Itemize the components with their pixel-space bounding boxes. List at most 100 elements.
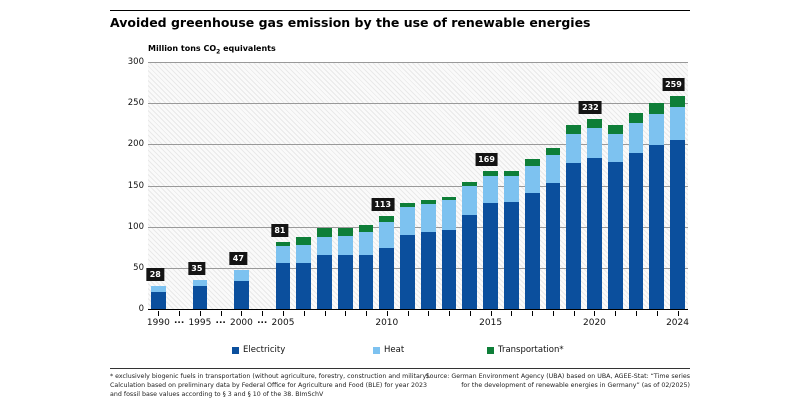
stacked-bar-2023 (649, 103, 665, 309)
stacked-bar-2009 (358, 225, 374, 309)
y-tick-label-300: 300 (127, 57, 144, 67)
electricity-segment (670, 140, 685, 309)
heat-segment (234, 270, 249, 282)
bar-group-2006 (293, 62, 314, 316)
gap-ellipsis: ... (215, 316, 226, 326)
stacked-bar-1995 (192, 280, 208, 309)
electricity-segment (587, 157, 602, 309)
x-axis-tick (220, 311, 222, 316)
heat-segment (545, 155, 561, 184)
x-tick-label-1995: 1995 (188, 318, 212, 328)
stacked-bar-2016 (504, 170, 519, 309)
x-axis-tick (677, 311, 679, 316)
y-tick-label-100: 100 (127, 221, 144, 232)
x-tick-label-2010: 2010 (375, 318, 399, 328)
transportation-segment (379, 215, 395, 222)
stacked-bar-2024 (670, 95, 685, 309)
heat-segment (607, 133, 623, 162)
heat-segment (400, 206, 415, 235)
footnote-line: and fossil base values according to § 3 … (110, 391, 324, 399)
electricity-segment (441, 229, 457, 309)
stacked-bar-2006 (296, 237, 312, 309)
bar-group-2016 (501, 62, 522, 316)
bar-group-2023 (646, 62, 667, 316)
electricity-segment (524, 192, 540, 309)
legend-swatch (373, 346, 380, 354)
y-tick-label-0: 0 (138, 304, 144, 314)
bar-group-2012 (418, 62, 439, 316)
x-axis-tick (490, 311, 492, 316)
bar-group-2008 (335, 62, 356, 316)
year-gap: ... (169, 62, 190, 326)
electricity-segment (379, 248, 395, 309)
x-tick-label-2015: 2015 (479, 318, 503, 328)
electricity-segment (275, 262, 291, 309)
electricity-segment (337, 255, 353, 309)
transportation-segment (587, 118, 602, 128)
legend-label: Electricity (243, 345, 286, 355)
bar-group-2011 (397, 62, 418, 316)
x-tick-label-1990: 1990 (146, 318, 170, 328)
x-axis-tick (635, 311, 637, 316)
bar-group-2024: 20540142592024 (662, 62, 689, 328)
source-line: for the development of renewable energie… (461, 382, 690, 390)
electricity-segment (151, 291, 166, 309)
electricity-segment (296, 262, 312, 309)
total-value-label: 113 (371, 197, 395, 211)
y-tick-label-150: 150 (127, 180, 144, 191)
total-value-label: 28 (146, 267, 164, 281)
stacked-bar-2007 (317, 227, 332, 309)
source-text: Source: German Environment Agency (UBA) … (426, 372, 690, 390)
stacked-bar-2021 (607, 124, 623, 309)
electricity-segment (234, 281, 249, 309)
total-value-label: 169 (475, 152, 498, 166)
total-value-label: 35 (188, 262, 206, 276)
x-axis-tick (552, 311, 554, 316)
heat-segment (337, 235, 353, 256)
transportation-segment (607, 124, 623, 134)
transportation-segment (462, 182, 478, 187)
heat-segment (504, 176, 519, 202)
electricity-segment (462, 215, 478, 309)
transportation-segment (504, 170, 519, 177)
x-tick-label-2005: 2005 (271, 318, 295, 328)
legend: Electricity Heat Transportation* (110, 345, 690, 359)
bars-container: 217281990...287351995...3413472000...562… (146, 62, 689, 328)
transportation-segment (420, 200, 436, 204)
x-axis-tick (282, 311, 284, 316)
transportation-segment (628, 113, 644, 123)
bar-group-2022 (626, 62, 647, 316)
gridline-50 (148, 267, 688, 269)
transportation-segment (649, 103, 665, 114)
gridline-150 (148, 185, 688, 187)
x-axis-tick (386, 311, 388, 316)
heat-segment (587, 127, 602, 158)
heat-segment (296, 244, 312, 263)
x-axis-tick (199, 311, 201, 316)
y-tick-label-250: 250 (127, 98, 144, 109)
electricity-segment (400, 234, 415, 309)
bar-group-2015: 1293361692015 (475, 62, 502, 328)
transportation-segment (275, 242, 291, 247)
stacked-bar-2018 (545, 147, 561, 309)
heat-segment (379, 221, 395, 249)
transportation-segment (524, 159, 540, 166)
footer-divider (110, 368, 690, 369)
bar-group-2020: 18436112322020 (579, 62, 606, 328)
bar-group-2010: 743271132010 (371, 62, 398, 328)
source-line: Source: German Environment Agency (UBA) … (425, 373, 690, 380)
electricity-segment (317, 254, 332, 309)
x-axis-tick (428, 311, 430, 316)
transportation-segment (337, 228, 353, 236)
electricity-segment (504, 201, 519, 309)
stacked-bar-1990 (151, 285, 166, 309)
legend-item-electricity: Electricity (232, 345, 285, 355)
gridline-200 (148, 144, 688, 146)
bar-group-2018 (543, 62, 564, 316)
x-axis-tick (656, 311, 658, 316)
heat-segment (441, 200, 457, 230)
footnote-line: Calculation based on preliminary data by… (110, 382, 428, 390)
heat-segment (151, 285, 166, 292)
y-tick-label-200: 200 (127, 139, 144, 150)
